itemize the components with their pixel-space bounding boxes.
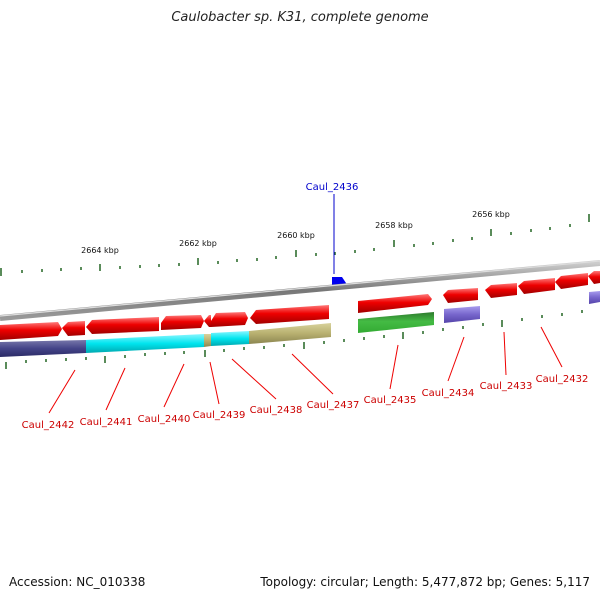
scale-label: 2656 kbp — [472, 210, 510, 219]
gene-block[interactable] — [249, 323, 331, 344]
gene-block[interactable] — [0, 340, 86, 357]
gene-label[interactable]: Caul_2435 — [364, 395, 417, 406]
gene-block[interactable] — [589, 291, 600, 304]
gene-arrow[interactable] — [211, 312, 248, 327]
scale-label: 2664 kbp — [81, 246, 119, 255]
gene-label[interactable]: Caul_2442 — [22, 420, 75, 431]
scale-label: 2658 kbp — [375, 221, 413, 230]
gene-label[interactable]: Caul_2433 — [480, 381, 533, 392]
gene-block[interactable] — [358, 312, 434, 333]
gene-arrow[interactable] — [443, 288, 478, 303]
gene-arrow[interactable] — [588, 271, 600, 284]
gene-arrow[interactable] — [86, 317, 159, 334]
gene-label[interactable]: Caul_2432 — [536, 374, 589, 385]
reverse-strand — [0, 291, 600, 357]
gene-label[interactable]: Caul_2434 — [422, 388, 475, 399]
gene-arrow[interactable] — [161, 315, 204, 330]
gene-block[interactable] — [444, 306, 480, 323]
gene-label[interactable]: Caul_2439 — [193, 410, 246, 421]
gene-block[interactable] — [204, 334, 211, 347]
gene-arrow[interactable] — [555, 273, 588, 289]
scale-label: 2662 kbp — [179, 239, 217, 248]
forward-strand — [0, 271, 600, 340]
gene-label[interactable]: Caul_2438 — [250, 405, 303, 416]
gene-arrow[interactable] — [358, 294, 432, 313]
gene-arrow[interactable] — [62, 321, 85, 336]
genome-backbone — [0, 260, 600, 321]
map-title: Caulobacter sp. K31, complete genome — [171, 10, 429, 25]
gene-arrow[interactable] — [0, 322, 62, 340]
highlight-gene-label[interactable]: Caul_2436 — [306, 182, 359, 193]
gene-leader-lines — [48, 326, 563, 414]
gene-arrow[interactable] — [204, 315, 211, 327]
scale-label: 2660 kbp — [277, 231, 315, 240]
gene-block[interactable] — [211, 331, 249, 346]
inner-scale-ticks — [5, 310, 583, 369]
gene-arrow[interactable] — [250, 305, 329, 324]
gene-label[interactable]: Caul_2440 — [138, 414, 191, 425]
gene-arrow[interactable] — [518, 278, 555, 294]
gene-arrow[interactable] — [485, 283, 517, 298]
accession-text: Accession: NC_010338 — [9, 575, 146, 589]
topology-text: Topology: circular; Length: 5,477,872 bp… — [260, 575, 590, 589]
gene-label[interactable]: Caul_2441 — [80, 417, 133, 428]
scale-ticks — [0, 214, 590, 276]
gene-label[interactable]: Caul_2437 — [307, 400, 360, 411]
gene-block[interactable] — [86, 334, 204, 353]
